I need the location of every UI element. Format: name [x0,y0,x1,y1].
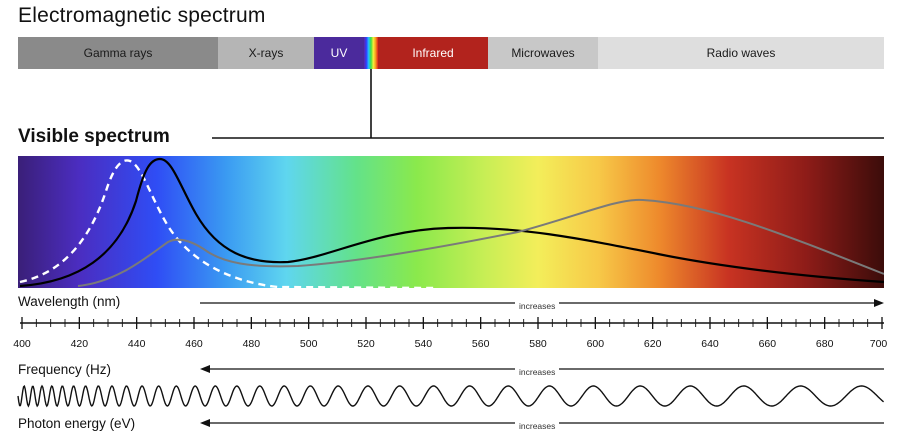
tick-label: 640 [701,338,719,350]
tick-label: 440 [127,338,146,350]
increases-text: increases [515,301,560,311]
gray-curve [77,198,884,287]
page-title: Electromagnetic spectrum [18,4,266,27]
frequency-increases-label: increases [515,362,560,380]
photon-energy-axis-title: Photon energy (eV) [18,416,136,431]
tick-label: 660 [758,338,777,350]
band-x-rays: X-rays [218,37,314,69]
photon-arrowhead [200,419,210,427]
tick-label: 620 [643,338,662,350]
dashed-white-curve [19,159,439,288]
band-label: Microwaves [511,46,575,60]
tick-label: 500 [299,338,318,350]
tick-label: 480 [242,338,261,350]
band-label: Gamma rays [83,46,153,60]
tick-label: 600 [586,338,605,350]
band-visible [364,37,378,69]
visible-spectrum-panel [18,156,884,288]
tick-label: 540 [414,338,433,350]
frequency-arrowhead [200,365,210,373]
wavelength-ticks [21,317,883,329]
wavelength-arrowhead [874,299,884,307]
band-infrared: Infrared [378,37,488,69]
band-uv: UV [314,37,364,69]
tick-label: 700 [869,338,888,350]
band-label: UV [330,46,348,60]
visible-gradient [18,156,884,288]
band-gamma-rays: Gamma rays [18,37,218,69]
band-label: Radio waves [706,46,776,60]
band-radio-waves: Radio waves [598,37,884,69]
tick-label: 460 [185,338,203,350]
black-curve [19,157,884,288]
tick-label: 400 [13,338,31,350]
increases-text: increases [515,421,560,431]
frequency-wave [17,384,885,408]
tick-label: 420 [70,338,89,350]
band-microwaves: Microwaves [488,37,598,69]
tick-label: 520 [357,338,375,350]
em-spectrum-bar: Gamma rays X-rays UV Infrared Microwaves… [18,37,884,69]
band-label: X-rays [248,46,284,60]
band-label: Infrared [412,46,454,60]
tick-label: 680 [815,338,834,350]
wavelength-increases-label: increases [515,296,560,314]
tick-label: 580 [529,338,547,350]
frequency-axis-title: Frequency (Hz) [18,362,112,377]
photon-increases-label: increases [515,416,560,434]
increases-text: increases [515,367,560,377]
wavelength-axis-title: Wavelength (nm) [18,294,121,309]
visible-spectrum-title: Visible spectrum [18,126,170,147]
tick-label: 560 [471,338,490,350]
